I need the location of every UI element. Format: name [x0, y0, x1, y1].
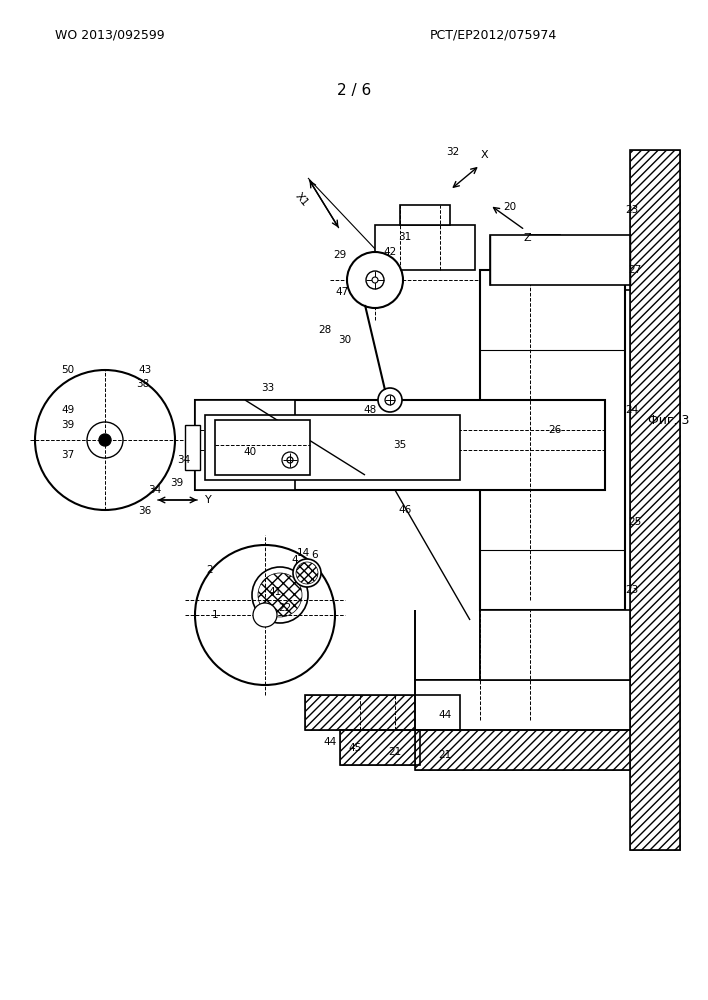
Bar: [600, 500, 620, 535]
Text: 45: 45: [348, 743, 362, 753]
Text: 33: 33: [261, 383, 275, 393]
Text: 23: 23: [625, 205, 638, 215]
Text: 38: 38: [137, 379, 149, 389]
Text: 50: 50: [62, 365, 74, 375]
Circle shape: [385, 395, 395, 405]
Bar: [480, 610, 630, 680]
Circle shape: [282, 452, 298, 468]
Circle shape: [372, 277, 378, 283]
Text: 20: 20: [503, 202, 517, 212]
Circle shape: [253, 603, 277, 627]
Text: 39: 39: [62, 420, 74, 430]
Bar: [480, 270, 625, 610]
Text: 14: 14: [297, 548, 309, 558]
Text: WO 2013/092599: WO 2013/092599: [55, 28, 165, 41]
Text: 34: 34: [149, 485, 161, 495]
Text: 1: 1: [212, 610, 218, 620]
Text: 44: 44: [324, 737, 336, 747]
Circle shape: [366, 271, 384, 289]
Text: 41: 41: [268, 587, 282, 597]
Bar: [630, 150, 680, 850]
Circle shape: [35, 370, 175, 510]
Bar: [597, 495, 603, 540]
Bar: [340, 730, 420, 765]
Circle shape: [195, 545, 335, 685]
Bar: [415, 680, 630, 730]
Text: 30: 30: [338, 335, 352, 345]
Bar: [375, 225, 475, 270]
Text: 37: 37: [62, 450, 74, 460]
Text: 21: 21: [389, 747, 401, 757]
Text: X: X: [480, 150, 488, 160]
Circle shape: [287, 457, 293, 463]
Bar: [305, 695, 460, 730]
Text: 34: 34: [177, 455, 190, 465]
Text: 42: 42: [383, 247, 396, 257]
Text: 24: 24: [625, 405, 638, 415]
Text: 47: 47: [336, 287, 348, 297]
Circle shape: [378, 388, 402, 412]
Text: 26: 26: [549, 425, 561, 435]
Text: 39: 39: [170, 478, 183, 488]
Bar: [340, 730, 420, 765]
Text: 28: 28: [319, 325, 331, 335]
Circle shape: [347, 252, 403, 308]
Bar: [305, 695, 460, 730]
Bar: [415, 730, 630, 770]
Bar: [215, 420, 310, 475]
Text: 25: 25: [628, 517, 641, 527]
Bar: [490, 235, 630, 285]
Text: 44: 44: [438, 710, 452, 720]
Text: 21: 21: [438, 750, 452, 760]
Text: 23: 23: [625, 585, 638, 595]
Text: 6: 6: [312, 550, 319, 560]
Circle shape: [87, 422, 123, 458]
Text: 48: 48: [363, 405, 377, 415]
Text: Z: Z: [523, 233, 531, 243]
Circle shape: [252, 567, 308, 623]
Bar: [205, 415, 460, 480]
Text: PCT/EP2012/075974: PCT/EP2012/075974: [430, 28, 557, 41]
Text: 32: 32: [446, 147, 459, 157]
Text: 35: 35: [394, 440, 406, 450]
Bar: [630, 150, 680, 850]
Text: 27: 27: [628, 265, 641, 275]
Text: 22: 22: [278, 603, 292, 613]
Text: 40: 40: [244, 447, 256, 457]
Text: 2: 2: [207, 565, 213, 575]
Circle shape: [293, 559, 321, 587]
Bar: [400, 205, 450, 225]
Text: 29: 29: [333, 250, 347, 260]
Text: 49: 49: [62, 405, 74, 415]
Bar: [195, 400, 605, 490]
Text: Y: Y: [205, 495, 212, 505]
Text: 36: 36: [138, 506, 152, 516]
Text: 31: 31: [399, 232, 411, 242]
Bar: [185, 425, 200, 470]
Text: Фиг. 3: Фиг. 3: [648, 414, 690, 426]
Text: X1: X1: [294, 191, 311, 209]
Bar: [530, 255, 630, 290]
Bar: [600, 500, 620, 535]
Bar: [530, 235, 560, 255]
Text: 2 / 6: 2 / 6: [337, 83, 371, 98]
Bar: [195, 400, 295, 490]
Text: 4: 4: [292, 555, 298, 565]
Text: 43: 43: [138, 365, 152, 375]
Bar: [415, 730, 630, 770]
Circle shape: [99, 434, 111, 446]
Text: 46: 46: [399, 505, 411, 515]
